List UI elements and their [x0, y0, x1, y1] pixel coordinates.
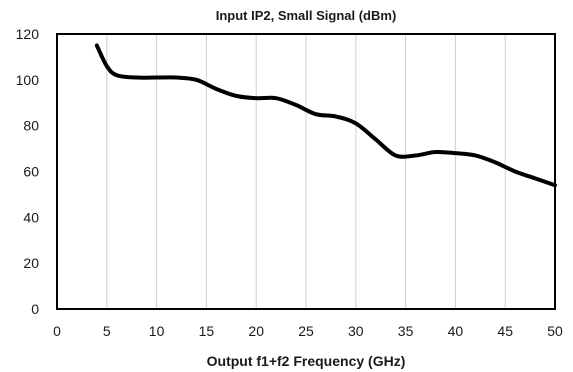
x-axis-ticks: 0 5 10 15 20 25 30 35 40 45 50 [53, 323, 563, 339]
series-line [94, 43, 557, 188]
x-tick-label: 5 [103, 323, 111, 339]
x-axis-label: Output f1+f2 Frequency (GHz) [207, 353, 406, 369]
x-tick-label: 0 [53, 323, 61, 339]
y-tick-label: 20 [23, 255, 39, 271]
y-tick-label: 0 [31, 301, 39, 317]
x-tick-label: 50 [547, 323, 563, 339]
gridlines [106, 34, 506, 309]
y-tick-label: 80 [23, 118, 39, 134]
x-tick-label: 15 [199, 323, 215, 339]
plot-area-frame [56, 33, 556, 310]
x-tick-label: 10 [149, 323, 165, 339]
y-tick-label: 100 [16, 72, 40, 88]
series-group [94, 43, 557, 188]
x-tick-label: 40 [448, 323, 464, 339]
x-tick-label: 35 [398, 323, 414, 339]
x-tick-label: 20 [248, 323, 264, 339]
y-tick-label: 40 [23, 209, 39, 225]
y-tick-label: 60 [23, 164, 39, 180]
x-tick-label: 30 [348, 323, 364, 339]
x-tick-label: 25 [298, 323, 314, 339]
x-tick-label: 45 [497, 323, 513, 339]
chart-title: Input IP2, Small Signal (dBm) [216, 8, 397, 23]
y-axis-ticks: 0 20 40 60 80 100 120 [16, 26, 40, 317]
y-tick-label: 120 [16, 26, 40, 42]
